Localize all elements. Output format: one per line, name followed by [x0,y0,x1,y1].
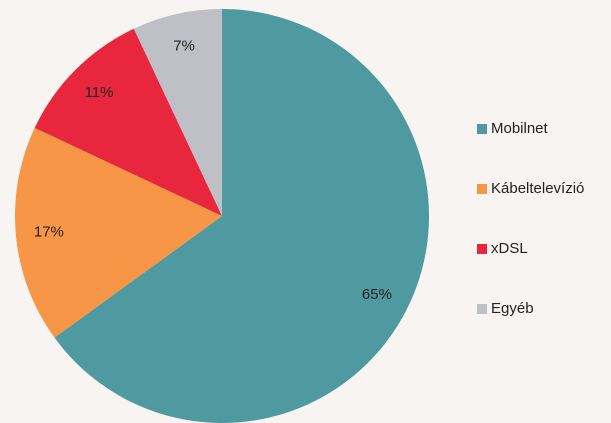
data-label: 11% [85,84,114,101]
legend-label: Egyéb [491,300,534,317]
pie-slice [54,9,429,423]
pie-slice [14,127,222,338]
legend-swatch [477,244,487,254]
data-label: 17% [34,223,64,240]
pie-slice [133,9,222,216]
data-label: 7% [173,37,195,54]
legend-label: xDSL [491,240,528,257]
pie-slice [34,28,222,216]
legend-swatch [477,184,487,194]
legend-label: Kábeltelevízió [491,180,584,197]
legend-label: Mobilnet [491,120,549,137]
legend-swatch [477,124,487,134]
legend-swatch [477,304,487,314]
data-label: 65% [362,286,392,303]
